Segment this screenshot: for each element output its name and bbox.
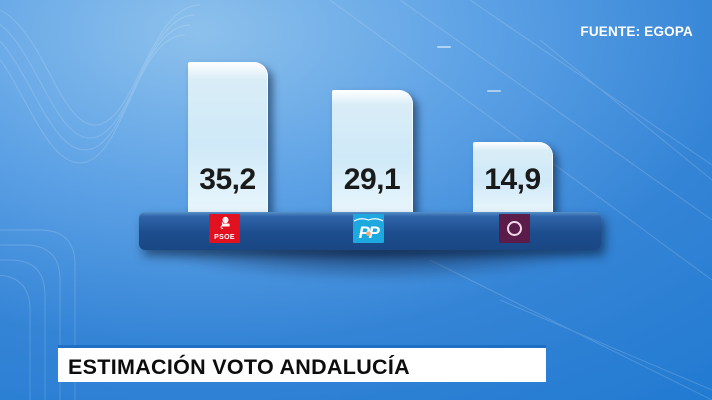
- svg-text:PP: PP: [359, 223, 381, 240]
